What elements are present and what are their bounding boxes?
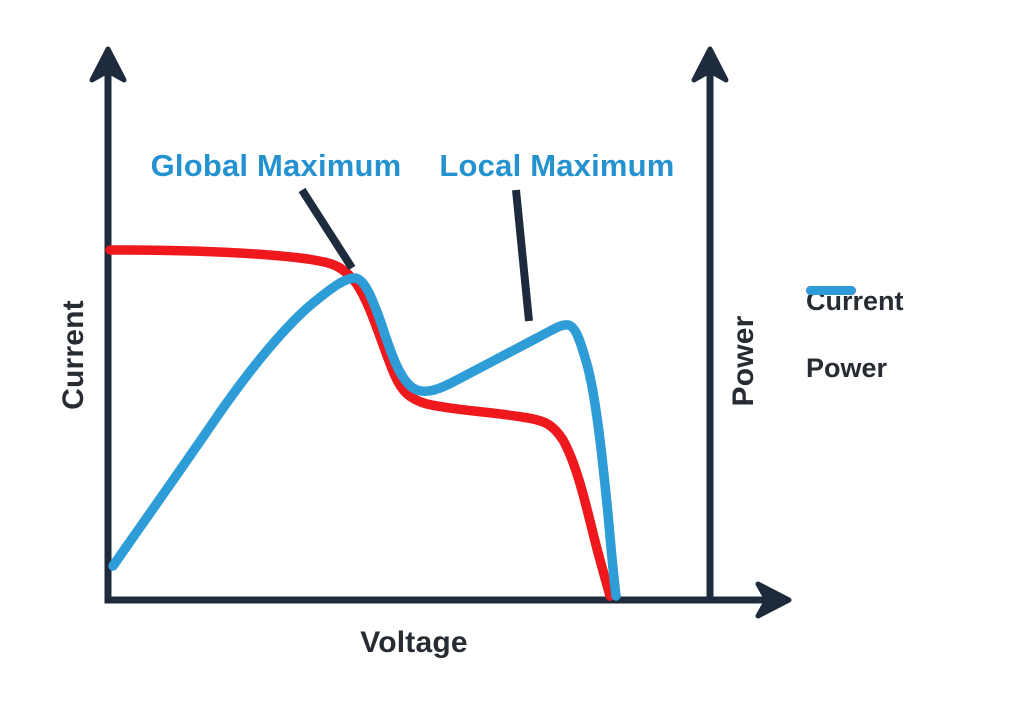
current-curve [105,245,615,601]
legend-item-power: Power [806,286,904,384]
y-axis-right-title: Power [727,315,760,407]
left-axis-arrow-icon [89,46,127,83]
power-curve [108,273,621,601]
legend: Current Power [806,286,904,384]
axes [104,70,768,604]
local-maximum-pointer-line [512,189,533,322]
axis-arrowheads [89,46,792,619]
global-maximum-label: Global Maximum [150,148,402,183]
y-axis-left-title: Current [57,300,90,410]
power-swatch-icon [806,286,856,295]
right-axis-arrow-icon [691,46,729,83]
global-maximum-pointer-line [298,187,356,271]
local-maximum-label: Local Maximum [439,148,675,183]
x-axis-title: Voltage [360,626,468,659]
legend-label-power: Power [806,353,888,383]
x-axis-arrow-icon [755,581,792,619]
